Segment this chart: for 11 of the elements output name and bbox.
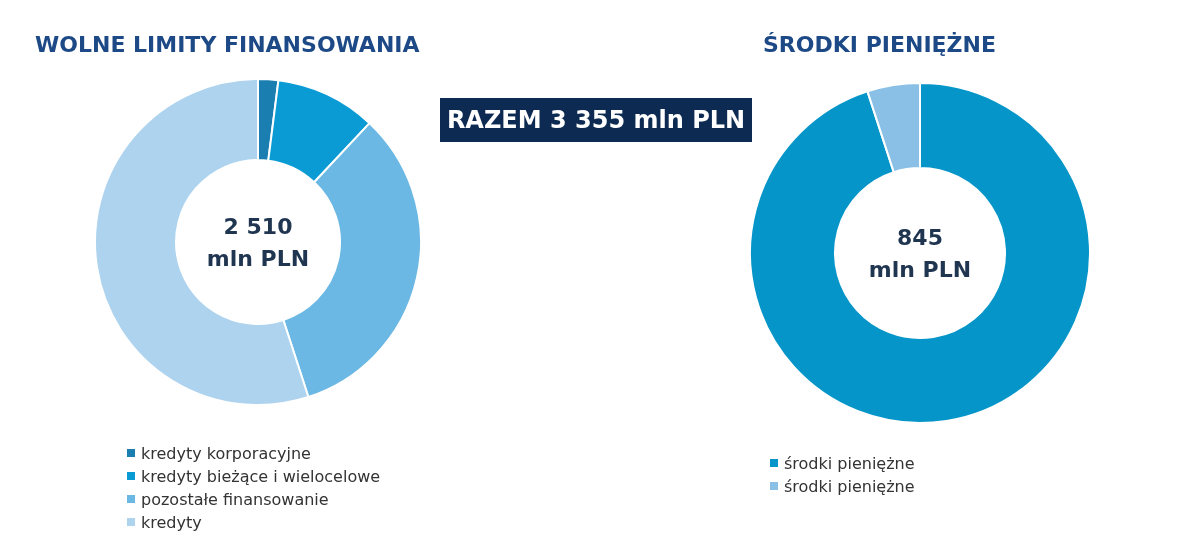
- legend-label: środki pieniężne: [784, 453, 915, 473]
- legend-label: pozostałe finansowanie: [141, 489, 329, 509]
- text: 2 510 mln PLN: [206, 213, 310, 271]
- legend-label: kredyty: [141, 512, 202, 532]
- chart-title: ŚRODKI PIENIĘŻNE: [763, 31, 996, 57]
- legend-label: kredyty bieżące i wielocelowe: [141, 466, 381, 486]
- legend-label: kredyty korporacyjne: [141, 443, 311, 463]
- text: RAZEM 3 355 mln PLN: [440, 98, 752, 142]
- legend-label: środki pieniężne: [784, 476, 915, 496]
- text: 845 mln PLN: [868, 224, 972, 282]
- chart-title: WOLNE LIMITY FINANSOWANIA: [35, 31, 420, 57]
